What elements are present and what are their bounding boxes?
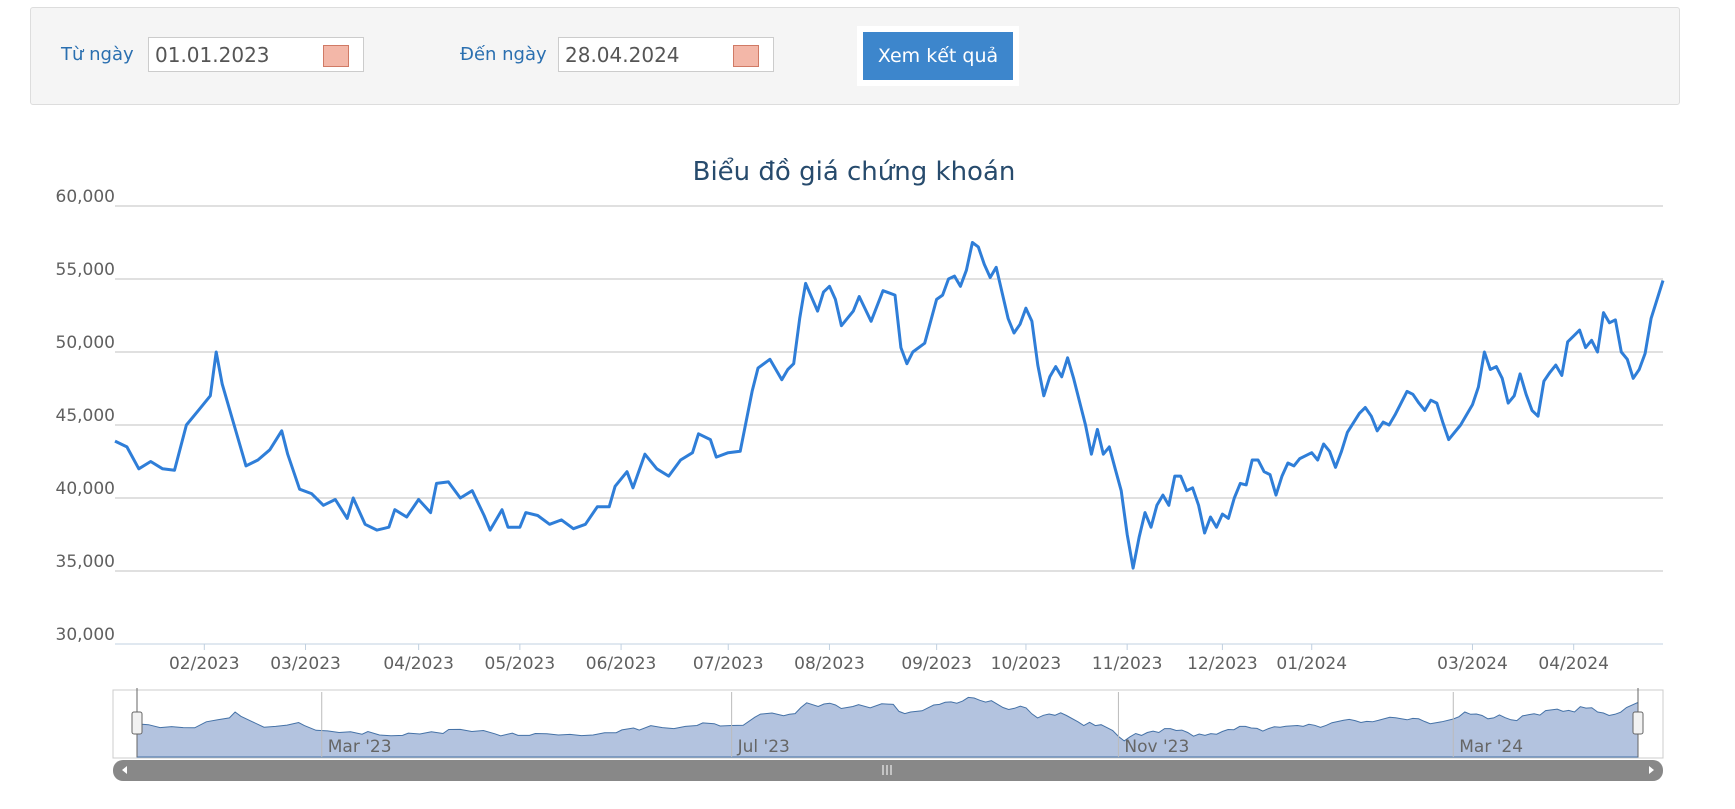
x-tick-label: 07/2023 bbox=[693, 654, 764, 674]
y-tick-label: 45,000 bbox=[56, 406, 115, 426]
x-tick-label: 10/2023 bbox=[991, 654, 1062, 674]
chart-title: Biểu đồ giá chứng khoán bbox=[693, 156, 1016, 187]
scroll-left[interactable] bbox=[122, 766, 127, 774]
x-tick-label: 05/2023 bbox=[485, 654, 556, 674]
scroll-right[interactable] bbox=[1649, 766, 1654, 774]
x-tick-label: 01/2024 bbox=[1276, 654, 1347, 674]
x-tick-label: 11/2023 bbox=[1092, 654, 1163, 674]
y-tick-label: 30,000 bbox=[56, 625, 115, 645]
from-label: Từ ngày bbox=[61, 44, 134, 65]
x-tick-label: 04/2024 bbox=[1538, 654, 1609, 674]
y-tick-label: 60,000 bbox=[56, 187, 115, 207]
navigator-label: Nov '23 bbox=[1124, 737, 1189, 757]
scrollbar[interactable] bbox=[113, 760, 1663, 781]
navigator-label: Mar '23 bbox=[328, 737, 392, 757]
x-tick-label: 08/2023 bbox=[794, 654, 865, 674]
from-input[interactable]: 01.01.2023 bbox=[148, 37, 364, 72]
x-tick-label: 03/2023 bbox=[270, 654, 341, 674]
y-tick-label: 40,000 bbox=[56, 479, 115, 499]
submit-button[interactable]: Xem kết quả bbox=[863, 32, 1013, 80]
navigator-label: Jul '23 bbox=[737, 737, 790, 757]
navigator-handle[interactable] bbox=[131, 711, 143, 735]
x-tick-label: 02/2023 bbox=[169, 654, 240, 674]
scroll-grip bbox=[882, 765, 892, 775]
x-tick-label: 09/2023 bbox=[901, 654, 972, 674]
x-tick-label: 06/2023 bbox=[586, 654, 657, 674]
navigator-area bbox=[136, 696, 1639, 758]
to-input[interactable]: 28.04.2024 bbox=[558, 37, 774, 72]
x-tick-label: 04/2023 bbox=[383, 654, 454, 674]
y-tick-label: 55,000 bbox=[56, 260, 115, 280]
to-value: 28.04.2024 bbox=[565, 43, 680, 67]
y-tick-label: 50,000 bbox=[56, 333, 115, 353]
to-label: Đến ngày bbox=[460, 44, 547, 65]
navigator-handle[interactable] bbox=[1632, 711, 1644, 735]
x-tick-label: 03/2024 bbox=[1437, 654, 1508, 674]
navigator-label: Mar '24 bbox=[1459, 737, 1523, 757]
calendar-icon[interactable] bbox=[733, 45, 759, 67]
from-value: 01.01.2023 bbox=[155, 43, 270, 67]
y-tick-label: 35,000 bbox=[56, 552, 115, 572]
price-line bbox=[114, 241, 1665, 570]
x-tick-label: 12/2023 bbox=[1187, 654, 1258, 674]
calendar-icon[interactable] bbox=[323, 45, 349, 67]
